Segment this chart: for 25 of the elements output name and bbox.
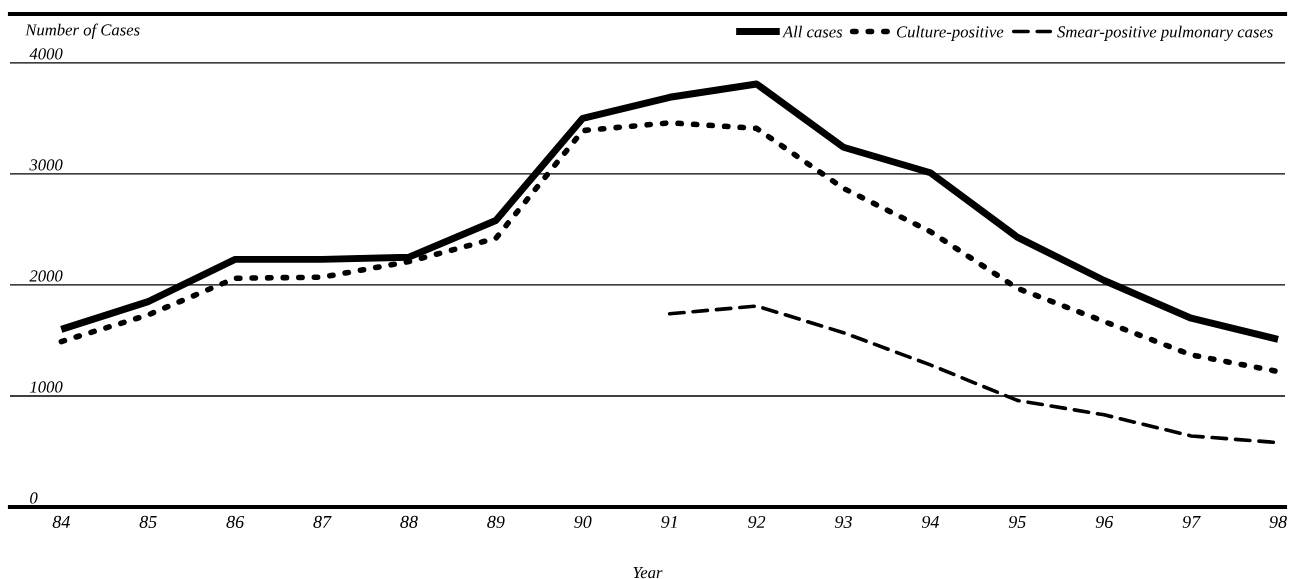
x-tick-label: 89 [487, 515, 505, 529]
x-tick-label: 94 [921, 515, 940, 529]
y-tick-label: 3000 [29, 159, 63, 171]
x-tick-label: 95 [1008, 515, 1026, 529]
legend-label: Culture-positive [896, 25, 1004, 41]
y-axis-title: Number of Cases [25, 23, 140, 39]
x-tick-label: 86 [226, 515, 245, 529]
legend-label: Smear-positive pulmonary cases [1057, 25, 1273, 41]
y-tick-label: 1000 [30, 381, 63, 393]
y-tick-label: 2000 [29, 270, 63, 282]
x-tick-label: 93 [834, 515, 852, 529]
legend-label: All cases [782, 25, 843, 38]
x-axis-title: Year [633, 567, 663, 579]
x-tick-label: 96 [1095, 515, 1114, 529]
x-tick-label: 98 [1269, 515, 1287, 529]
y-tick-label: 0 [30, 492, 38, 504]
x-tick-label: 85 [139, 515, 157, 529]
x-tick-label: 91 [661, 515, 677, 529]
x-tick-label: 88 [400, 515, 418, 529]
x-tick-label: 84 [52, 515, 70, 529]
x-tick-label: 92 [748, 515, 766, 529]
x-tick-label: 97 [1182, 515, 1201, 529]
x-tick-label: 87 [313, 515, 332, 529]
y-tick-label: 4000 [29, 48, 63, 60]
x-tick-label: 90 [574, 515, 592, 529]
